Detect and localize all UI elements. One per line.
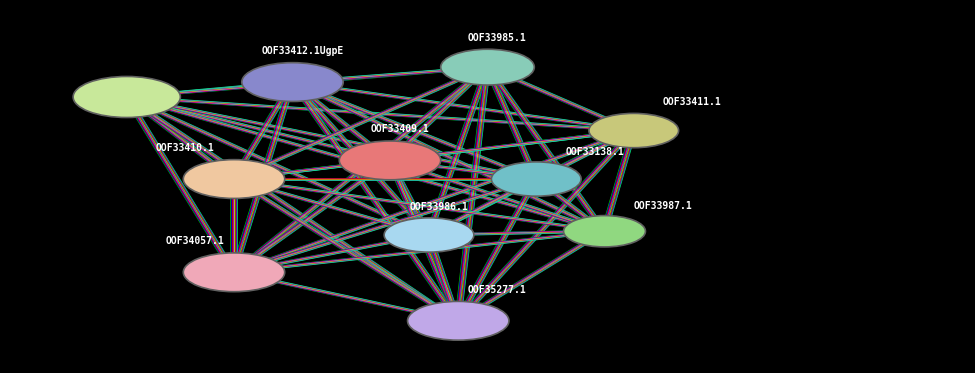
Text: OOF33412.1UgpE: OOF33412.1UgpE <box>261 46 343 56</box>
Ellipse shape <box>183 160 285 198</box>
Text: OOF33138.1: OOF33138.1 <box>566 147 624 157</box>
Ellipse shape <box>491 162 581 196</box>
Text: OOF33410.1: OOF33410.1 <box>156 143 214 153</box>
Ellipse shape <box>564 216 645 247</box>
Ellipse shape <box>183 253 285 292</box>
Ellipse shape <box>589 113 679 148</box>
Text: OOF33409.1: OOF33409.1 <box>370 124 429 134</box>
Text: OOF33985.1: OOF33985.1 <box>468 33 526 43</box>
Text: OOF33411.1: OOF33411.1 <box>663 97 722 107</box>
Text: OOF34057.1: OOF34057.1 <box>166 236 224 246</box>
Text: OOF33986.1: OOF33986.1 <box>410 202 468 212</box>
Ellipse shape <box>384 218 474 252</box>
Ellipse shape <box>242 63 343 101</box>
Text: OOF35277.1: OOF35277.1 <box>468 285 526 295</box>
Ellipse shape <box>73 76 180 117</box>
Ellipse shape <box>441 49 534 85</box>
Ellipse shape <box>339 141 441 180</box>
Text: OOF33987.1: OOF33987.1 <box>634 201 692 211</box>
Ellipse shape <box>408 301 509 340</box>
